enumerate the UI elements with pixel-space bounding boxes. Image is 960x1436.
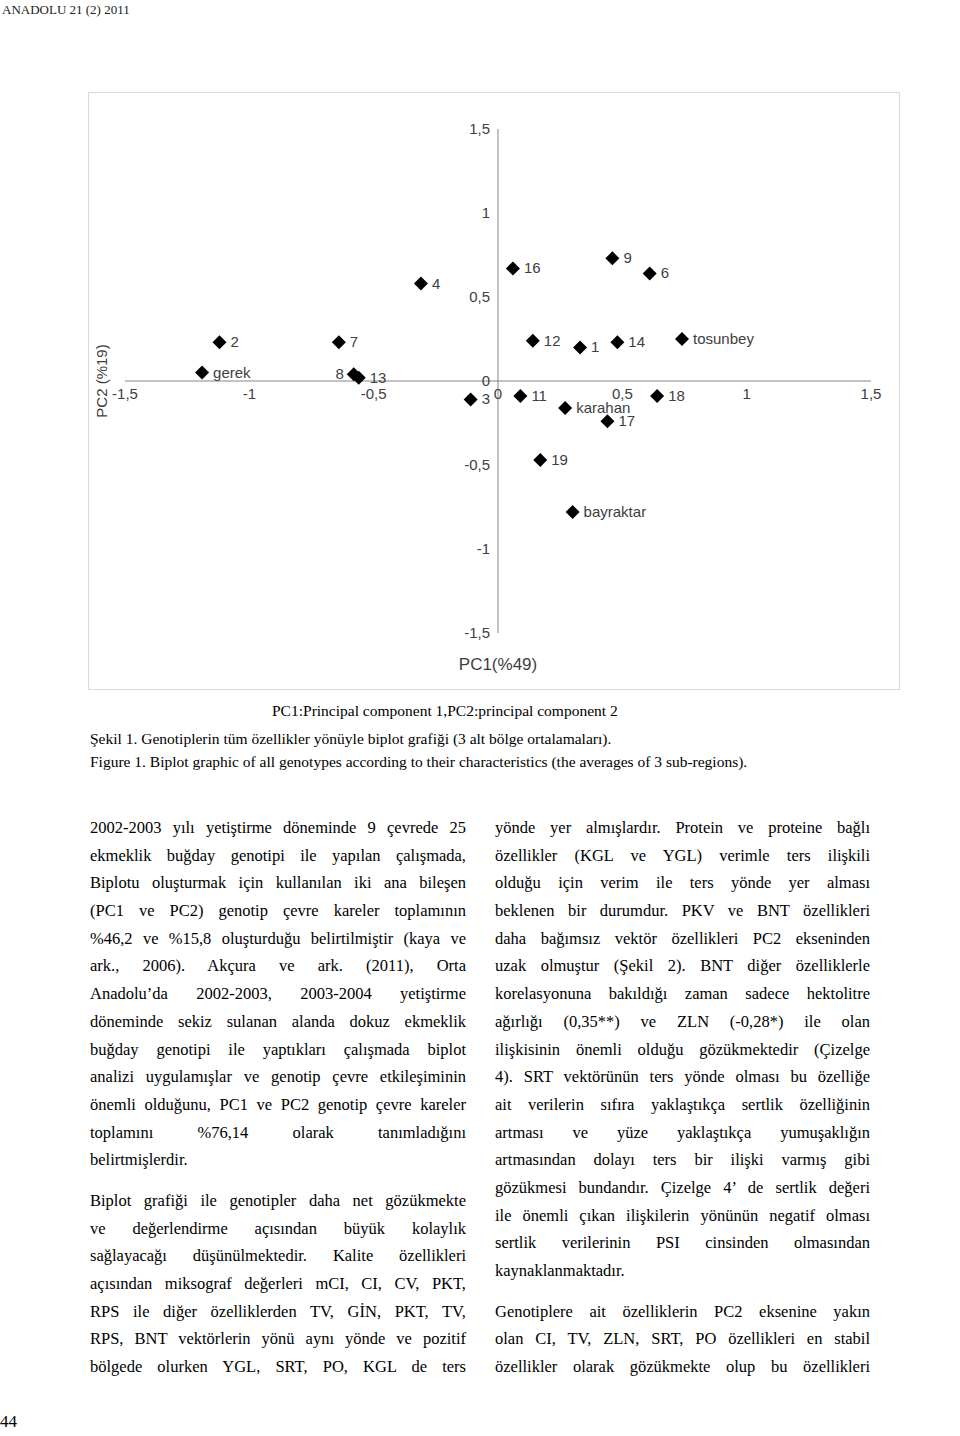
svg-text:-1: -1 [243, 385, 256, 402]
svg-text:13: 13 [370, 369, 387, 386]
html-text:yönde yer almışlardır. Protein: yönde yer almışlardır. Protein ve protei… [495, 818, 870, 837]
svg-text:3: 3 [482, 390, 490, 407]
html-text:ile önemli çıkan ilişkilerin y: ile önemli çıkan ilişkilerin yönünün neg… [495, 1205, 870, 1225]
html-text:Genotiplere ait özelliklerin P: Genotiplere ait özelliklerin PC2 eksenin… [495, 1301, 870, 1321]
svg-text:8: 8 [335, 365, 343, 382]
html-text:2002-2003 yılı yetiştirme döne: 2002-2003 yılı yetiştirme döneminde 9 çe… [90, 818, 466, 837]
html-text:buğday genotipi ile yaptıkları: buğday genotipi ile yaptıkları çalışmada… [90, 1039, 466, 1059]
svg-text:-0,5: -0,5 [464, 456, 490, 473]
html-text:Şekil 1. Genotiplerin tüm özel: Şekil 1. Genotiplerin tüm özellikler yön… [90, 730, 612, 747]
svg-text:-1,5: -1,5 [112, 385, 138, 402]
html-text:artmasından dolayı ters bir il: artmasından dolayı ters bir ilişki varmı… [495, 1150, 870, 1170]
html-text:toplamını %76,14 olarak tanıml: toplamını %76,14 olarak tanımladığını [90, 1122, 466, 1142]
svg-text:19: 19 [551, 451, 568, 468]
svg-text:-0,5: -0,5 [361, 385, 387, 402]
html-text:Anadolu’da 2002-2003, 2003-200: Anadolu’da 2002-2003, 2003-2004 yetiştir… [90, 984, 466, 1004]
svg-text:0,5: 0,5 [612, 385, 633, 402]
svg-text:1,5: 1,5 [861, 385, 882, 402]
html-text:PC1:Principal component 1,PC2:: PC1:Principal component 1,PC2:principal … [272, 702, 618, 719]
svg-text:17: 17 [618, 412, 635, 429]
html-text:daha bağımsız vektör özellikle: daha bağımsız vektör özellikleri PC2 eks… [495, 928, 870, 948]
html-text:beklenen bir durumdur. PKV ve: beklenen bir durumdur. PKV ve BNT özelli… [495, 901, 870, 921]
html-text:4). SRT vektörünün ters yönde: 4). SRT vektörünün ters yönde olması bu … [495, 1067, 870, 1087]
html-text:ağırlığı (0,35**) ve ZLN (-0,2: ağırlığı (0,35**) ve ZLN (-0,28*) ile ol… [495, 1011, 870, 1031]
html-text:Figure 1. Biplot graphic of al: Figure 1. Biplot graphic of all genotype… [90, 753, 748, 770]
html-text:ANADOLU 21 (2) 2011: ANADOLU 21 (2) 2011 [2, 2, 130, 17]
html-text:RPS ile diğer özelliklerden TV: RPS ile diğer özelliklerden TV, GİN, PKT… [90, 1301, 466, 1321]
html-text:PC1(%49): PC1(%49) [458, 655, 538, 674]
html-text:korelasyonuna bakıldığı zaman: korelasyonuna bakıldığı zaman sadece hek… [495, 984, 870, 1004]
svg-text:2: 2 [230, 333, 238, 350]
svg-text:14: 14 [628, 333, 645, 350]
html-text:RPS, BNT vektörlerin yönü aynı: RPS, BNT vektörlerin yönü aynı yönde ve … [90, 1329, 466, 1349]
html-text:ait verilerin sıfıra yaklaştık: ait verilerin sıfıra yaklaştıkça sertlik… [495, 1094, 870, 1114]
svg-text:1: 1 [591, 338, 599, 355]
svg-text:4: 4 [432, 275, 440, 292]
svg-text:0: 0 [482, 372, 490, 389]
html-text:Biplotu oluşturmak için kullan: Biplotu oluşturmak için kullanılan iki a… [90, 873, 466, 893]
html-text:uzak olmuştur (Şekil 2). BNT d: uzak olmuştur (Şekil 2). BNT diğer özell… [495, 956, 870, 976]
svg-text:bayraktar: bayraktar [584, 503, 647, 520]
html-text:döneminde sekiz sulanan alanda: döneminde sekiz sulanan alanda dokuz ekm… [90, 1011, 466, 1031]
svg-text:18: 18 [668, 387, 685, 404]
svg-text:7: 7 [350, 333, 358, 350]
svg-text:karahan: karahan [576, 398, 631, 416]
html-text:olduğu için verim ile ters yön: olduğu için verim ile ters yönde yer alm… [495, 873, 870, 893]
html-text:analizi uygulamışlar ve genoti: analizi uygulamışlar ve genotip çevre et… [90, 1067, 466, 1087]
svg-text:16: 16 [524, 259, 541, 276]
html-text:(PC1 ve PC2) genotip çevre kar: (PC1 ve PC2) genotip çevre kareler topla… [90, 901, 466, 921]
html-text:%46,2 ve %15,8 oluşturduğu bel: %46,2 ve %15,8 oluşturduğu belirtilmişti… [90, 928, 466, 948]
html-text:ilişkisinin önemli olduğu gözü: ilişkisinin önemli olduğu gözükmektedir … [495, 1039, 870, 1059]
html-text:kaynaklanmaktadır.: kaynaklanmaktadır. [495, 1261, 625, 1280]
svg-text:1: 1 [742, 385, 750, 402]
html-text:44: 44 [0, 1412, 17, 1431]
html-text:ekmeklik buğday genotipi ile y: ekmeklik buğday genotipi ile yapılan çal… [90, 845, 466, 865]
svg-text:0,5: 0,5 [469, 288, 490, 305]
svg-text:1: 1 [482, 204, 490, 221]
svg-text:gerek: gerek [213, 364, 251, 381]
html-text:ve değerlendirme açısından büy: ve değerlendirme açısından büyük kolaylı… [90, 1218, 466, 1238]
html-text:önemli olduğunu, PC1 ve PC2 ge: önemli olduğunu, PC1 ve PC2 genotip çevr… [90, 1094, 466, 1114]
svg-text:tosunbey: tosunbey [693, 330, 754, 347]
html-text:açısından miksograf değerleri: açısından miksograf değerleri mCI, CI, C… [90, 1274, 466, 1293]
svg-text:-1: -1 [477, 540, 490, 557]
svg-text:12: 12 [544, 332, 561, 349]
svg-text:1,5: 1,5 [469, 120, 490, 137]
html-text:bölgede olurken YGL, SRT, PO,: bölgede olurken YGL, SRT, PO, KGL de ter… [90, 1357, 466, 1377]
html-text:belirtmişlerdir.: belirtmişlerdir. [90, 1150, 188, 1170]
html-text:PC2 (%19): PC2 (%19) [92, 344, 110, 418]
svg-text:9: 9 [623, 249, 631, 266]
html-text:Biplot grafiği ile genotipler: Biplot grafiği ile genotipler daha net g… [90, 1190, 466, 1210]
svg-text:11: 11 [531, 387, 547, 404]
html-text:özellikler (KGL ve YGL) veriml: özellikler (KGL ve YGL) verimle ters ili… [495, 845, 870, 865]
html-text:ark., 2006). Akçura ve ark. (2: ark., 2006). Akçura ve ark. (2011), Orta [90, 956, 466, 976]
html-text:olan CI, TV, ZLN, SRT, PO özel: olan CI, TV, ZLN, SRT, PO özellikleri en… [495, 1329, 870, 1349]
html-text:sertlik verilerinin PSI cinsin: sertlik verilerinin PSI cinsinden olması… [495, 1233, 870, 1253]
html-text:sağlayacağı düşünülmektedir. K: sağlayacağı düşünülmektedir. Kalite özel… [90, 1246, 466, 1266]
html-text:gözükmesi bundandır. Çizelge 4: gözükmesi bundandır. Çizelge 4’ de sertl… [495, 1177, 870, 1197]
html-text:artması ve yüze yaklaştıkça yu: artması ve yüze yaklaştıkça yumuşaklığın [495, 1122, 870, 1142]
html-text:özellikler olarak gözükmekte o: özellikler olarak gözükmekte olup bu öze… [495, 1357, 870, 1377]
svg-text:6: 6 [661, 264, 669, 281]
svg-text:-1,5: -1,5 [464, 624, 490, 641]
svg-text:0: 0 [494, 385, 502, 402]
